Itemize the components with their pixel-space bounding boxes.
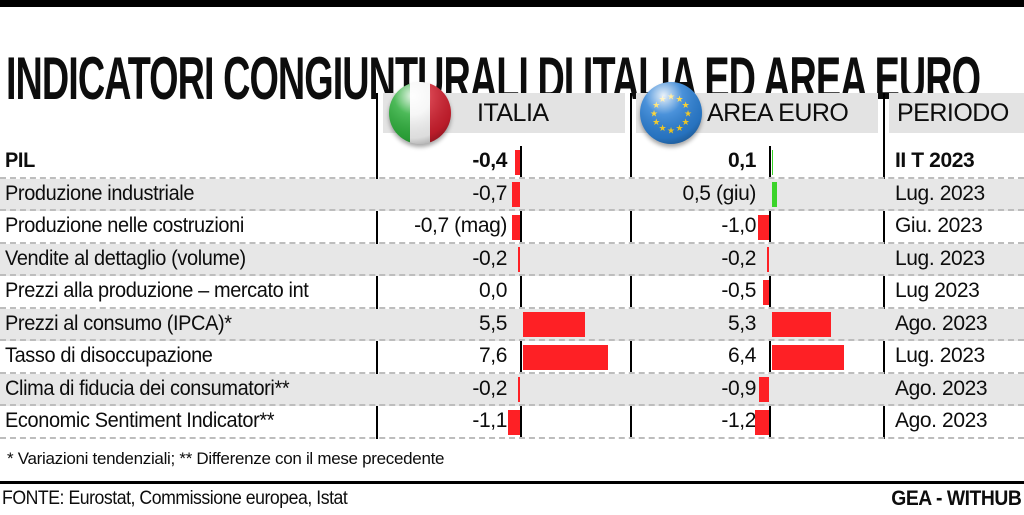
area-euro-value: -0,2 [721, 246, 756, 270]
indicator-label: Vendite al dettaglio (volume) [5, 246, 246, 270]
area-euro-bar [771, 149, 774, 175]
indicator-label: Clima di fiducia dei consumatori** [5, 376, 290, 400]
italia-value: 7,6 [479, 344, 507, 368]
footnote: * Variazioni tendenziali; ** Differenze … [7, 449, 445, 468]
indicator-label: Prezzi alla produzione – mercato int [5, 279, 309, 303]
indicator-table: PIL -0,4 0,1 II T 2023 Produzione indust… [0, 146, 1024, 439]
italia-value: -0,4 [472, 149, 507, 172]
source-credit: FONTE: Eurostat, Commissione europea, Is… [2, 488, 348, 509]
area-euro-bar [758, 377, 769, 403]
table-row: Clima di fiducia dei consumatori** -0,2 … [0, 373, 1024, 407]
indicator-label: Tasso di disoccupazione [5, 344, 213, 368]
indicator-label: Economic Sentiment Indicator** [5, 409, 275, 433]
area-euro-bar [766, 247, 769, 273]
italia-bar [517, 377, 520, 403]
period-value: Lug. 2023 [895, 181, 985, 205]
italia-value: 0,0 [479, 279, 507, 303]
period-value: Lug. 2023 [895, 344, 985, 368]
area-euro-value: -0,9 [721, 376, 756, 400]
indicator-label: PIL [5, 149, 35, 172]
italia-value: -0,7 [472, 181, 507, 205]
italia-bar-axis [520, 146, 522, 439]
area-euro-value: 0,5 (giu) [682, 181, 757, 205]
eu-flag-icon: ★★ ★★ ★★ ★★ ★★ ★★ [639, 81, 703, 145]
italy-flag-icon [388, 81, 452, 145]
table-row: Produzione nelle costruzioni -0,7 (mag) … [0, 211, 1024, 244]
italia-value: -0,2 [472, 246, 507, 270]
column-header-italia: ITALIA [477, 99, 549, 127]
area-euro-value: 6,4 [728, 344, 756, 368]
area-euro-bar-axis [769, 146, 771, 439]
area-euro-bar [755, 409, 769, 435]
footer-divider [0, 481, 1024, 484]
italia-value: -0,7 (mag) [414, 214, 507, 238]
period-value: Ago. 2023 [895, 376, 988, 400]
top-black-bar [0, 0, 1024, 7]
area-euro-value: -0,5 [721, 279, 756, 303]
period-value: Lug 2023 [895, 279, 980, 303]
column-header-periodo: PERIODO [897, 99, 1009, 127]
table-row: Prezzi alla produzione – mercato int 0,0… [0, 276, 1024, 309]
area-euro-bar [771, 344, 844, 370]
italia-bar [512, 214, 520, 240]
italia-bar [512, 182, 520, 208]
italia-value: -0,2 [472, 376, 507, 400]
periodo-header-box [889, 93, 1024, 133]
indicator-label: Produzione industriale [5, 181, 195, 205]
italia-bar [517, 247, 520, 273]
italia-value: -1,1 [472, 409, 507, 433]
area-euro-value: -1,0 [721, 214, 756, 238]
italia-value: 5,5 [479, 311, 507, 335]
column-header-area-euro: AREA EURO [707, 99, 849, 127]
table-row: Tasso di disoccupazione 7,6 6,4 Lug. 202… [0, 341, 1024, 374]
period-value: Ago. 2023 [895, 409, 988, 433]
period-value: Lug. 2023 [895, 246, 985, 270]
italia-bar [522, 312, 585, 338]
indicator-label: Produzione nelle costruzioni [5, 214, 244, 238]
table-row: Prezzi al consumo (IPCA)* 5,5 5,3 Ago. 2… [0, 308, 1024, 342]
area-euro-bar [771, 182, 778, 208]
italia-bar [507, 409, 520, 435]
period-value: Giu. 2023 [895, 214, 983, 238]
period-value: II T 2023 [895, 149, 975, 172]
table-row: Vendite al dettaglio (volume) -0,2 -0,2 … [0, 243, 1024, 277]
area-euro-value: -1,2 [721, 409, 756, 433]
agency-credit: GEA - WITHUB [890, 487, 1022, 510]
area-euro-value: 5,3 [728, 311, 756, 335]
area-euro-bar [757, 214, 769, 240]
table-row: PIL -0,4 0,1 II T 2023 [0, 146, 1024, 179]
area-euro-value: 0,1 [728, 149, 756, 172]
table-row: Economic Sentiment Indicator** -1,1 -1,2… [0, 406, 1024, 439]
italia-bar [522, 344, 609, 370]
period-value: Ago. 2023 [895, 311, 988, 335]
table-row: Produzione industriale -0,7 0,5 (giu) Lu… [0, 178, 1024, 212]
area-euro-bar [763, 279, 769, 305]
indicator-label: Prezzi al consumo (IPCA)* [5, 311, 232, 335]
italia-bar [515, 149, 520, 175]
area-euro-bar [771, 312, 832, 338]
